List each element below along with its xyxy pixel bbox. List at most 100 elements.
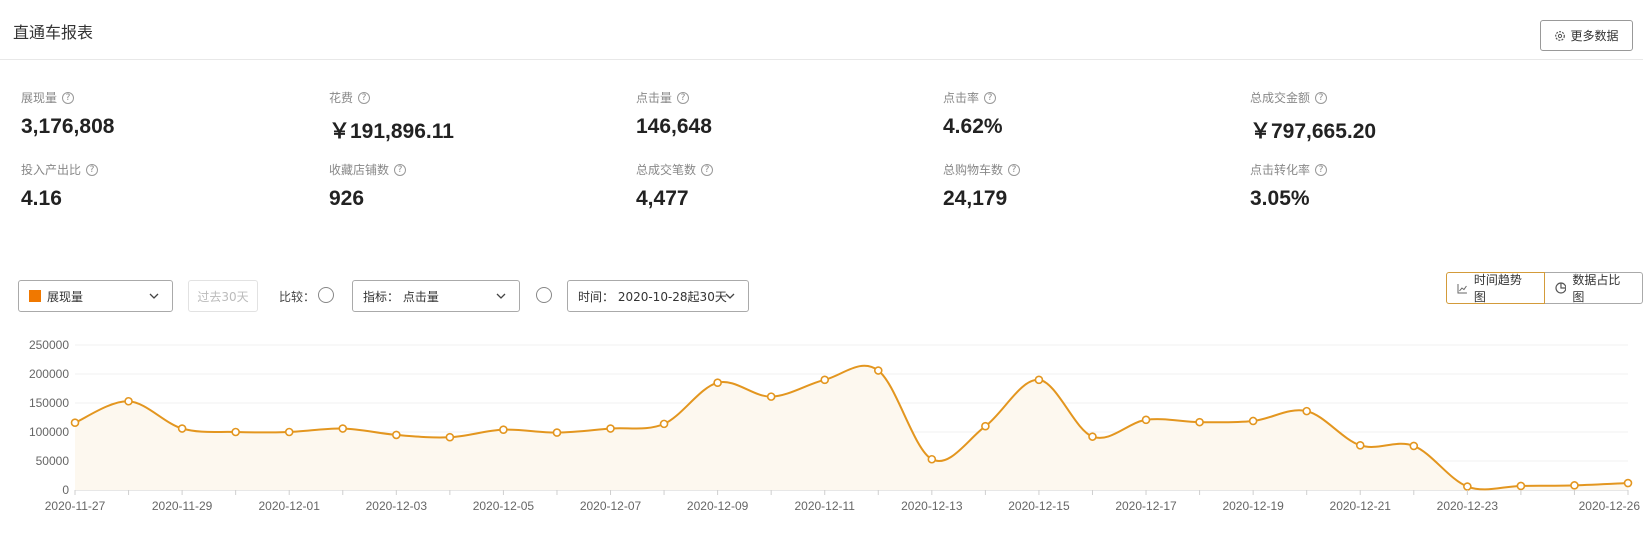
x-tick-label: 2020-12-07 [580, 499, 642, 513]
x-tick-label: 2020-11-29 [152, 499, 213, 513]
data-point[interactable] [1034, 375, 1044, 385]
data-point[interactable] [1623, 478, 1633, 488]
series-points [70, 366, 1633, 491]
data-point[interactable] [659, 419, 669, 429]
time-select-value: 时间： 2020-10-28起30天 [578, 289, 727, 304]
y-tick-label: 250000 [29, 338, 69, 352]
x-axis: 2020-11-27 2020-11-29 2020-12-01 2020-12-03… [45, 490, 1641, 513]
metric-value: 3.05% [1250, 187, 1310, 210]
metric-label: 总购物车数 [943, 163, 1004, 177]
metric-clicks: 点击量? 146,648 [636, 89, 712, 139]
indicator-select[interactable]: 指标： 点击量 [352, 280, 520, 312]
y-tick-label: 150000 [29, 396, 69, 410]
indicator-select-value: 指标： 点击量 [363, 289, 439, 304]
data-point[interactable] [177, 424, 187, 433]
data-point[interactable] [552, 428, 562, 437]
data-point[interactable] [231, 427, 240, 437]
data-point[interactable] [981, 421, 990, 431]
data-point[interactable] [927, 454, 937, 464]
x-tick-label: 2020-12-15 [1008, 499, 1070, 513]
data-point[interactable] [713, 378, 722, 388]
data-point[interactable] [766, 392, 776, 401]
data-point[interactable] [606, 424, 615, 433]
help-icon[interactable]: ? [394, 163, 407, 176]
metric-select-value: 展现量 [47, 289, 84, 304]
chevron-down-icon [496, 293, 506, 299]
data-point[interactable] [1195, 417, 1204, 427]
data-point[interactable] [1516, 481, 1526, 491]
metric-value: 926 [329, 187, 365, 210]
help-icon[interactable]: ? [984, 91, 997, 104]
y-tick-label: 50000 [36, 454, 70, 468]
chevron-down-icon [725, 293, 735, 299]
data-point[interactable] [1248, 416, 1258, 426]
x-tick-label: 2020-12-17 [1115, 499, 1177, 513]
tab-time-trend[interactable]: 时间趋势图 [1446, 272, 1545, 304]
data-point[interactable] [1302, 406, 1311, 416]
pie-chart-icon [1554, 282, 1567, 294]
help-icon[interactable]: ? [1008, 163, 1021, 176]
data-point[interactable] [392, 430, 401, 440]
indicator-radio[interactable] [536, 287, 552, 303]
data-point[interactable] [820, 375, 830, 385]
data-point[interactable] [1355, 441, 1365, 450]
data-point[interactable] [499, 425, 508, 434]
help-icon[interactable]: ? [1315, 91, 1328, 104]
metric-label: 展现量 [21, 91, 58, 105]
past-30-days-button[interactable]: 过去30天 [188, 280, 258, 312]
more-data-button[interactable]: 更多数据 [1540, 20, 1633, 51]
x-tick-label: 2020-12-05 [473, 499, 535, 513]
help-icon[interactable]: ? [62, 91, 75, 104]
data-point[interactable] [70, 418, 80, 428]
y-tick-label: 0 [62, 483, 69, 497]
y-tick-label: 100000 [29, 425, 69, 439]
help-icon[interactable]: ? [1315, 163, 1328, 176]
metric-value: 146,648 [636, 115, 712, 138]
compare-radio[interactable] [318, 287, 334, 303]
y-tick-label: 200000 [29, 367, 69, 381]
metric-value: 4.62% [943, 115, 1003, 138]
metric-cost: 花费? ￥191,896.11 [329, 89, 454, 145]
data-point[interactable] [1570, 481, 1579, 490]
data-point[interactable] [338, 424, 348, 433]
x-tick-label: 2020-12-23 [1437, 499, 1499, 513]
metric-cart-adds: 总购物车数? 24,179 [943, 161, 1021, 211]
metric-label: 总成交金额 [1250, 91, 1311, 105]
tab-data-share[interactable]: 数据占比图 [1544, 272, 1643, 304]
line-chart-icon [1457, 283, 1467, 293]
help-icon[interactable]: ? [701, 163, 714, 176]
metric-label: 收藏店铺数 [329, 163, 390, 177]
report-header: 直通车报表 更多数据 [0, 0, 1643, 60]
data-point[interactable] [1141, 415, 1151, 425]
data-point[interactable] [124, 396, 133, 406]
metric-value: ￥191,896.11 [329, 120, 454, 143]
help-icon[interactable]: ? [86, 163, 99, 176]
data-point[interactable] [1409, 441, 1419, 451]
metric-label: 点击转化率 [1250, 163, 1311, 177]
more-data-label: 更多数据 [1570, 29, 1619, 43]
metric-shop-favorites: 收藏店铺数? 926 [329, 161, 407, 211]
x-tick-label: 2020-12-09 [687, 499, 749, 513]
metric-value: 24,179 [943, 187, 1008, 210]
metric-value: 4.16 [21, 187, 62, 210]
metric-click-conversion: 点击转化率? 3.05% [1250, 161, 1328, 211]
time-select[interactable]: 时间： 2020-10-28起30天 [567, 280, 749, 312]
help-icon[interactable]: ? [358, 91, 371, 104]
page-title: 直通车报表 [13, 23, 94, 42]
metric-select[interactable]: 展现量 [18, 280, 173, 312]
data-point[interactable] [873, 366, 883, 375]
data-point[interactable] [1088, 432, 1097, 441]
metric-value: ￥797,665.20 [1250, 120, 1377, 143]
help-icon[interactable]: ? [677, 91, 690, 104]
x-tick-label: 2020-12-26 [1579, 499, 1641, 513]
metric-roi: 投入产出比? 4.16 [21, 161, 99, 211]
metric-value: 3,176,808 [21, 115, 115, 138]
data-point[interactable] [1463, 482, 1472, 491]
x-tick-label: 2020-12-01 [259, 499, 321, 513]
data-point[interactable] [284, 427, 294, 437]
series-area [75, 365, 1628, 490]
metric-total-orders: 总成交笔数? 4,477 [636, 161, 714, 211]
data-point[interactable] [445, 432, 455, 442]
x-tick-label: 2020-12-13 [901, 499, 963, 513]
x-tick-label: 2020-12-19 [1222, 499, 1284, 513]
